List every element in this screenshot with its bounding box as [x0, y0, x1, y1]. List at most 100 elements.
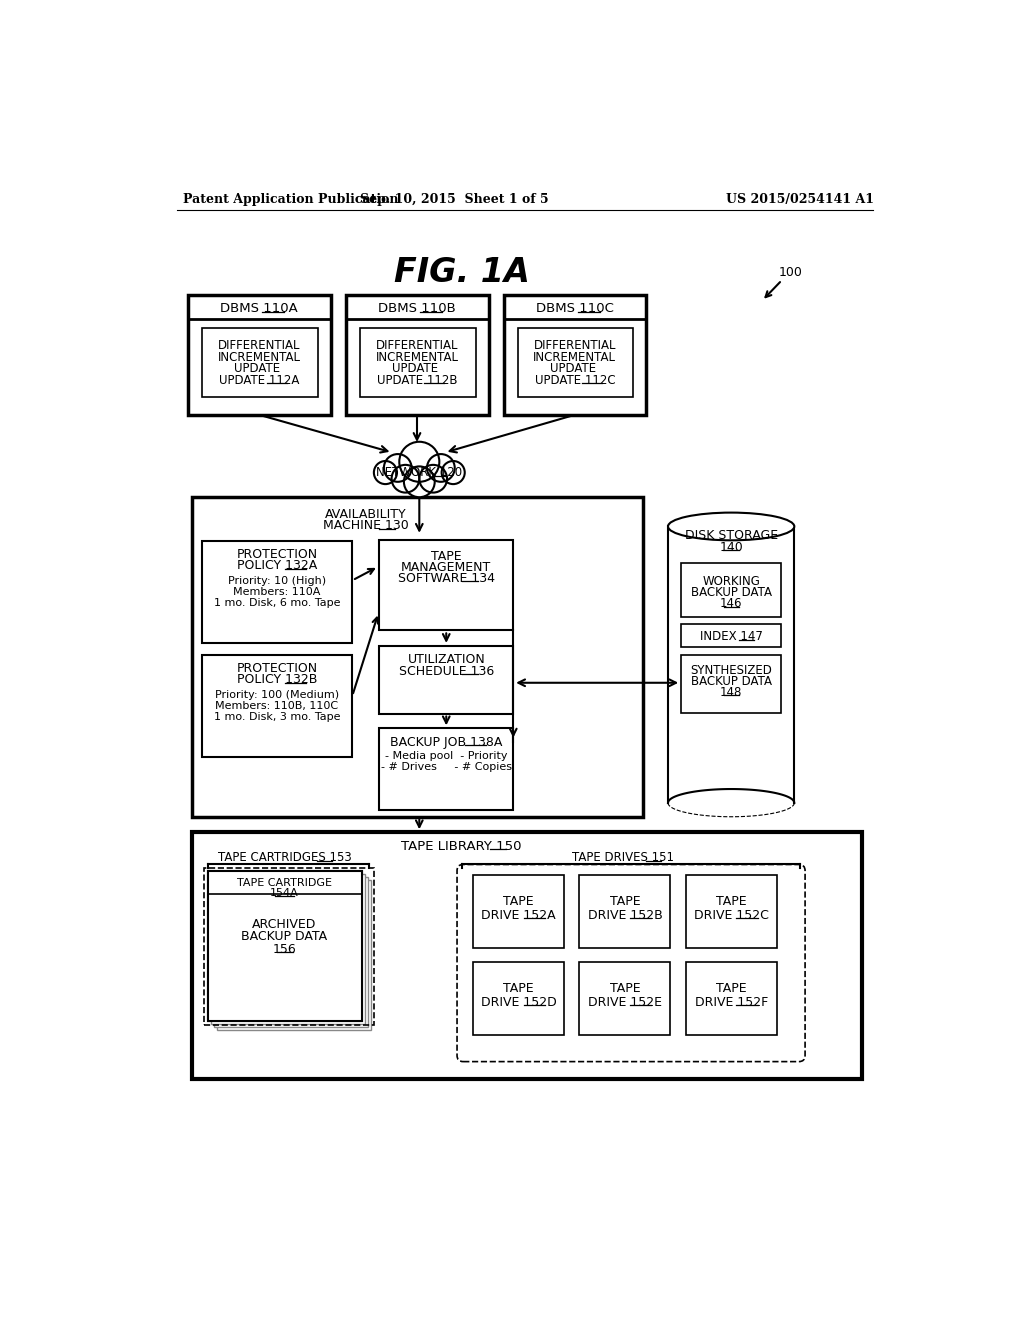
Text: TAPE: TAPE — [504, 982, 534, 995]
Text: NETWORK 120: NETWORK 120 — [376, 466, 463, 479]
Text: TAPE: TAPE — [431, 550, 462, 564]
Text: DBMS 110C: DBMS 110C — [536, 302, 613, 315]
Bar — [214, 876, 368, 1027]
Bar — [379, 540, 513, 631]
Text: - Media pool  - Priority: - Media pool - Priority — [385, 751, 508, 760]
Text: DRIVE 152E: DRIVE 152E — [588, 995, 662, 1008]
Text: BACKUP DATA: BACKUP DATA — [242, 931, 328, 944]
Text: UPDATE 112C: UPDATE 112C — [535, 374, 615, 387]
Text: DIFFERENTIAL: DIFFERENTIAL — [218, 339, 300, 352]
Bar — [681, 655, 781, 713]
Text: US 2015/0254141 A1: US 2015/0254141 A1 — [726, 194, 874, 206]
Circle shape — [391, 465, 419, 492]
Bar — [205, 867, 374, 1026]
Bar — [208, 871, 361, 1020]
Bar — [193, 832, 862, 1078]
Bar — [580, 875, 671, 948]
Text: POLICY 132A: POLICY 132A — [237, 560, 317, 573]
Circle shape — [427, 454, 455, 482]
Text: UPDATE: UPDATE — [234, 362, 284, 375]
Text: DRIVE 152C: DRIVE 152C — [693, 908, 769, 921]
Text: DRIVE 152A: DRIVE 152A — [481, 908, 556, 921]
Circle shape — [384, 454, 412, 482]
Text: Sep. 10, 2015  Sheet 1 of 5: Sep. 10, 2015 Sheet 1 of 5 — [359, 194, 548, 206]
Bar — [686, 961, 776, 1035]
Text: TAPE: TAPE — [609, 895, 640, 908]
Text: UPDATE: UPDATE — [550, 362, 600, 375]
Circle shape — [441, 461, 465, 484]
Text: TAPE LIBRARY 150: TAPE LIBRARY 150 — [401, 840, 522, 853]
Text: Patent Application Publication: Patent Application Publication — [183, 194, 398, 206]
Text: 146: 146 — [720, 597, 742, 610]
Text: TAPE DRIVES 151: TAPE DRIVES 151 — [572, 851, 675, 865]
Text: WORKING: WORKING — [702, 576, 760, 589]
Text: FIG. 1A: FIG. 1A — [393, 256, 529, 289]
Text: INCREMENTAL: INCREMENTAL — [376, 351, 459, 363]
Text: 156: 156 — [272, 942, 296, 956]
Text: 1 mo. Disk, 3 mo. Tape: 1 mo. Disk, 3 mo. Tape — [214, 711, 340, 722]
Text: PROTECTION: PROTECTION — [237, 548, 317, 561]
Text: 154A: 154A — [270, 888, 299, 898]
Bar — [193, 498, 643, 817]
Text: TAPE: TAPE — [504, 895, 534, 908]
Text: BACKUP DATA: BACKUP DATA — [690, 586, 772, 599]
Text: SOFTWARE 134: SOFTWARE 134 — [397, 572, 495, 585]
Bar — [217, 880, 371, 1030]
Text: UTILIZATION: UTILIZATION — [408, 653, 485, 667]
Text: BACKUP JOB 138A: BACKUP JOB 138A — [390, 735, 503, 748]
Bar — [202, 541, 352, 643]
Bar — [202, 327, 317, 397]
Text: DRIVE 152B: DRIVE 152B — [588, 908, 663, 921]
Bar — [681, 624, 781, 647]
Text: DIFFERENTIAL: DIFFERENTIAL — [534, 339, 616, 352]
Bar — [346, 296, 488, 414]
Text: MACHINE 130: MACHINE 130 — [323, 519, 409, 532]
Bar — [473, 875, 564, 948]
Text: DBMS 110B: DBMS 110B — [378, 302, 456, 315]
Bar — [681, 562, 781, 616]
Text: - # Drives     - # Copies: - # Drives - # Copies — [381, 763, 512, 772]
Bar — [473, 961, 564, 1035]
Text: SCHEDULE 136: SCHEDULE 136 — [398, 665, 494, 677]
Text: 140: 140 — [719, 541, 743, 554]
Bar — [208, 871, 361, 1020]
Circle shape — [374, 461, 397, 484]
Text: Members: 110B, 110C: Members: 110B, 110C — [215, 701, 338, 711]
Text: SYNTHESIZED: SYNTHESIZED — [690, 664, 772, 677]
Text: TAPE CARTRIDGE: TAPE CARTRIDGE — [238, 878, 332, 888]
Text: INCREMENTAL: INCREMENTAL — [218, 351, 301, 363]
Bar — [686, 875, 776, 948]
Text: DRIVE 152D: DRIVE 152D — [480, 995, 556, 1008]
Text: DIFFERENTIAL: DIFFERENTIAL — [376, 339, 459, 352]
Bar — [188, 296, 331, 414]
Text: UPDATE 112A: UPDATE 112A — [219, 374, 299, 387]
Circle shape — [403, 466, 435, 498]
Bar — [379, 645, 513, 714]
Text: TAPE: TAPE — [716, 982, 746, 995]
Text: 148: 148 — [720, 685, 742, 698]
Circle shape — [399, 442, 439, 482]
Text: UPDATE 112B: UPDATE 112B — [377, 374, 458, 387]
Text: TAPE CARTRIDGES 153: TAPE CARTRIDGES 153 — [218, 851, 351, 865]
Text: UPDATE: UPDATE — [392, 362, 442, 375]
Bar — [360, 327, 475, 397]
Text: ARCHIVED: ARCHIVED — [252, 917, 316, 931]
Text: 1 mo. Disk, 6 mo. Tape: 1 mo. Disk, 6 mo. Tape — [214, 598, 340, 607]
Ellipse shape — [668, 512, 795, 540]
Text: INCREMENTAL: INCREMENTAL — [534, 351, 616, 363]
Text: DBMS 110A: DBMS 110A — [220, 302, 298, 315]
Text: DRIVE 152F: DRIVE 152F — [694, 995, 768, 1008]
Bar — [202, 655, 352, 756]
Bar — [580, 961, 671, 1035]
Bar — [504, 296, 646, 414]
Circle shape — [419, 465, 447, 492]
Text: BACKUP DATA: BACKUP DATA — [690, 675, 772, 688]
Bar — [518, 327, 634, 397]
Bar — [379, 729, 513, 810]
Text: Priority: 100 (Medium): Priority: 100 (Medium) — [215, 690, 339, 700]
Bar — [211, 874, 365, 1024]
Text: TAPE: TAPE — [716, 895, 746, 908]
Text: MANAGEMENT: MANAGEMENT — [401, 561, 492, 574]
Text: TAPE: TAPE — [609, 982, 640, 995]
Text: DISK STORAGE: DISK STORAGE — [685, 529, 777, 543]
